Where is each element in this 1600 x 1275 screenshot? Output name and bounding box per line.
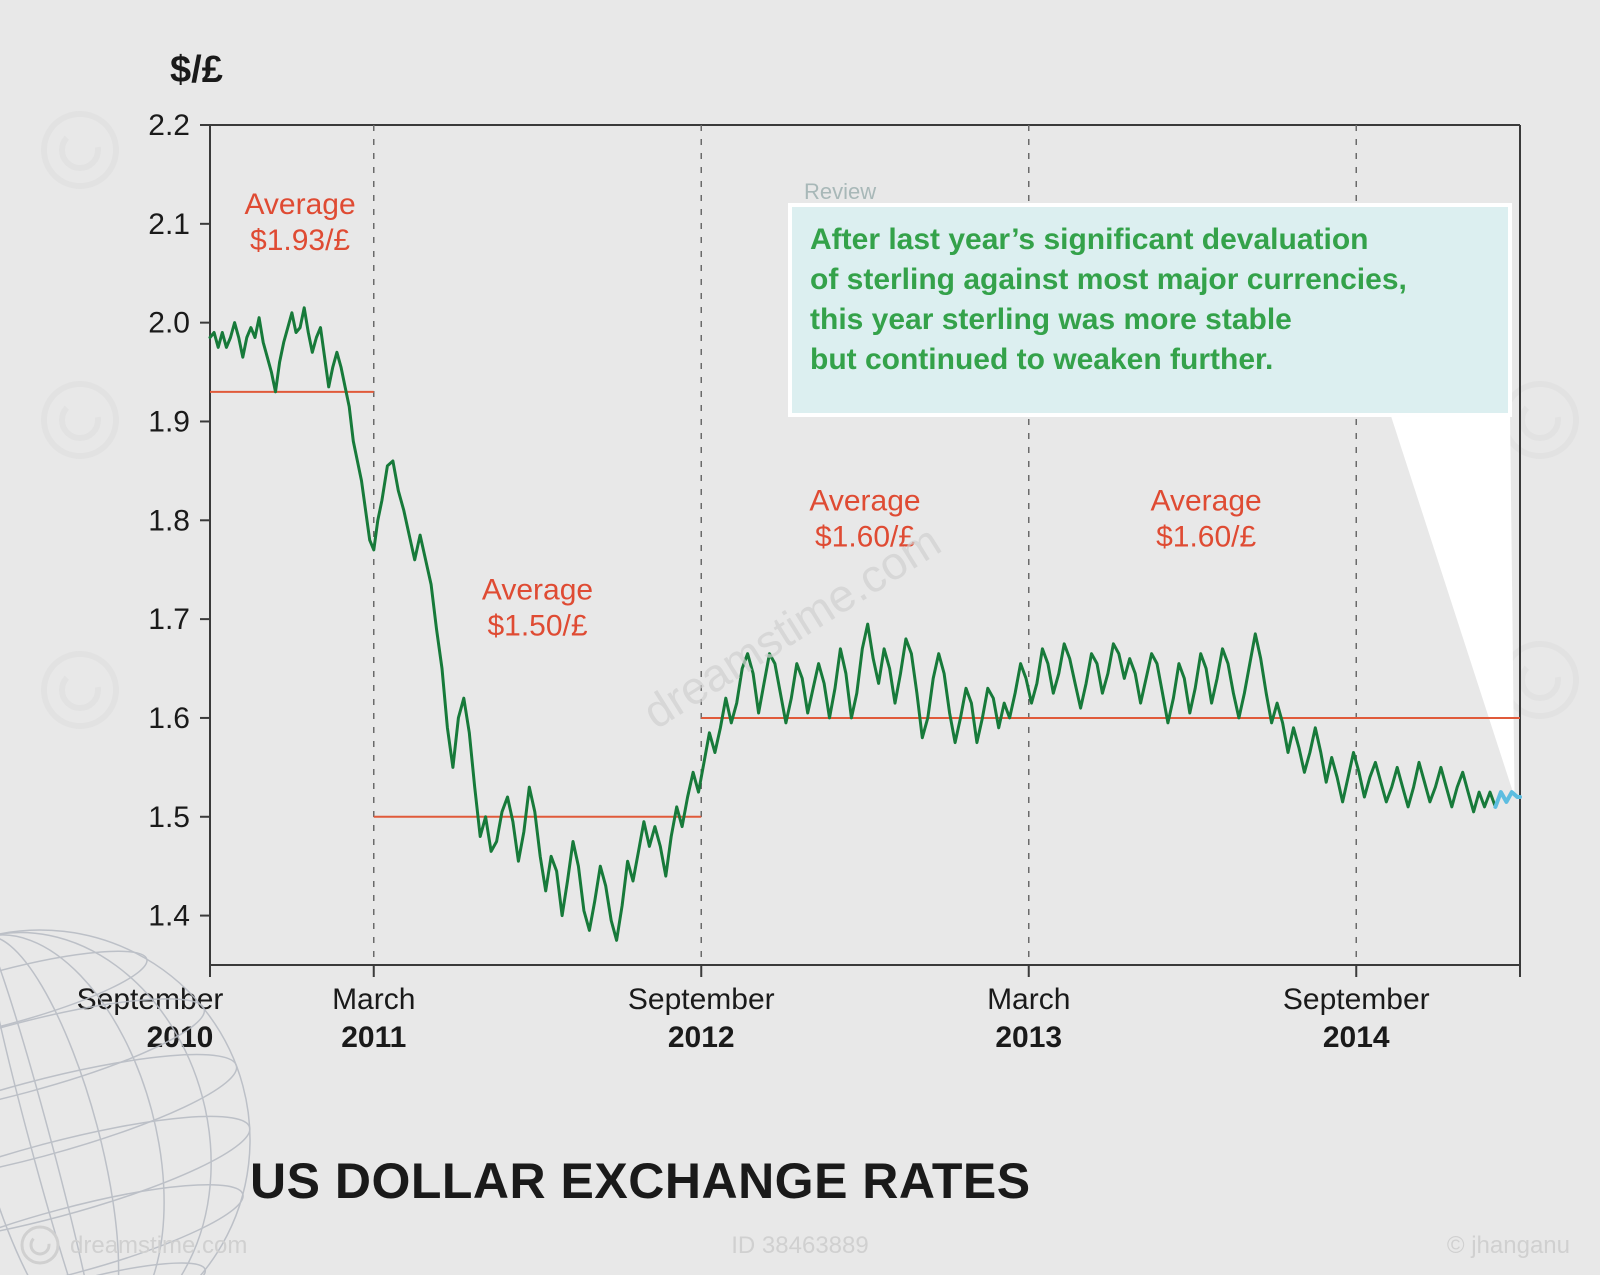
y-tick-label: 2.2 <box>148 109 190 142</box>
y-axis-title: $/£ <box>170 49 223 91</box>
avg-label-line1: Average <box>1151 484 1262 517</box>
watermark-author: © jhanganu <box>1447 1232 1570 1259</box>
callout-box: Review After last year’s significant deva… <box>790 179 1510 415</box>
x-tick-month: March <box>332 983 415 1016</box>
y-tick-label: 1.4 <box>148 900 190 933</box>
avg-label-line1: Average <box>244 188 355 221</box>
avg-label-line2: $1.60/£ <box>1156 520 1256 553</box>
x-tick-month: September <box>628 983 775 1016</box>
avg-label-line1: Average <box>482 573 593 606</box>
y-tick-label: 2.1 <box>148 208 190 241</box>
chart-title: US DOLLAR EXCHANGE RATES <box>250 1153 1031 1209</box>
x-tick-year: 2012 <box>668 1021 735 1054</box>
x-tick-month: September <box>1283 983 1430 1016</box>
x-tick-year: 2014 <box>1323 1021 1390 1054</box>
chart-root: 1.4 1.5 1.6 1.7 1.8 1.9 2.0 2.1 2.2 September 2010… <box>0 0 1600 1275</box>
watermark-site: dreamstime.com <box>70 1232 247 1259</box>
callout-line: but continued to weaken further. <box>810 343 1273 376</box>
x-tick-month: March <box>987 983 1070 1016</box>
callout-line: this year sterling was more stable <box>810 303 1292 336</box>
x-tick-year: 2011 <box>341 1021 406 1054</box>
avg-label-line1: Average <box>809 484 920 517</box>
callout-review-label: Review <box>804 179 876 204</box>
y-tick-label: 1.7 <box>148 603 190 636</box>
y-tick-label: 2.0 <box>148 307 190 340</box>
y-tick-label: 1.9 <box>148 405 190 438</box>
x-tick-year: 2013 <box>995 1021 1062 1054</box>
avg-label-line2: $1.93/£ <box>250 224 350 257</box>
avg-label-line2: $1.50/£ <box>487 609 587 642</box>
callout-line: of sterling against most major currencie… <box>810 263 1407 296</box>
x-tick-year: 2010 <box>147 1021 214 1054</box>
y-tick-label: 1.6 <box>148 702 190 735</box>
callout-line: After last year’s significant devaluatio… <box>810 223 1369 256</box>
watermark-id: ID 38463889 <box>731 1232 868 1259</box>
y-tick-label: 1.8 <box>148 504 190 537</box>
y-tick-label: 1.5 <box>148 801 190 834</box>
